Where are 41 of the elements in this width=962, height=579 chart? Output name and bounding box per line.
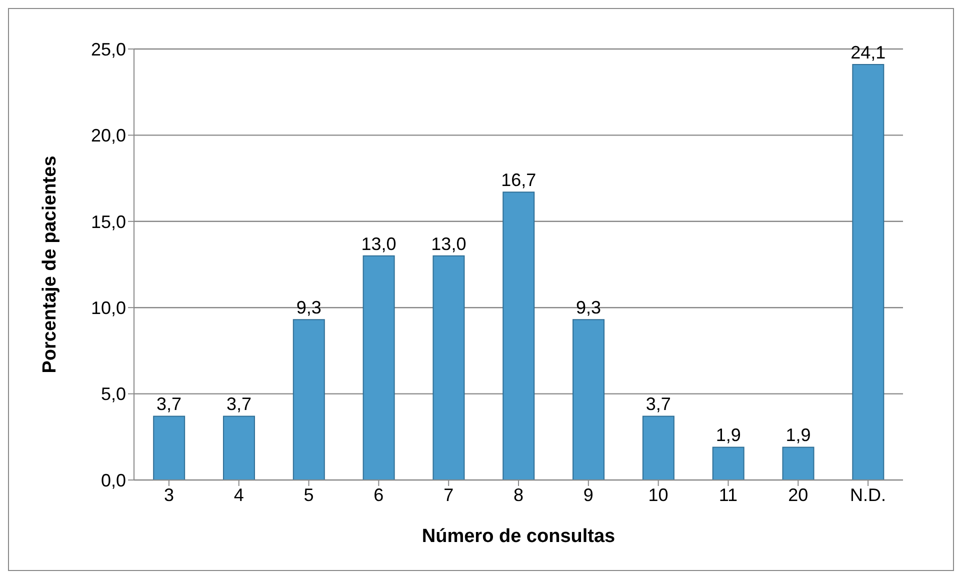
y-tick-label: 20,0 [90,126,126,146]
data-label: 1,9 [716,425,741,446]
bar [782,446,814,480]
data-label: 13,0 [361,234,396,254]
x-tick-label: 20 [788,484,808,505]
data-label: 3,7 [226,394,252,414]
data-label: 9,3 [576,298,602,318]
y-tick-label: 5,0 [100,384,126,404]
x-tick-label: 4 [234,484,244,505]
x-tick-label: 11 [718,484,738,505]
x-tick-label: 8 [513,484,524,505]
data-label: 3,7 [156,394,182,414]
y-tick-label: 0,0 [100,470,126,490]
x-tick-label: 3 [164,484,174,505]
data-label: 16,7 [501,170,536,190]
bar [712,446,744,480]
data-label: 24,1 [850,42,886,63]
x-tick-label: N.D. [850,484,886,505]
data-label: 3,7 [646,394,671,414]
bar [572,319,605,480]
x-tick-label: 9 [583,484,594,505]
data-label: 9,3 [296,298,322,318]
data-label: 13,0 [431,234,466,254]
y-tick-label: 10,0 [90,298,126,318]
bar [362,255,395,480]
bar [852,64,884,480]
bar [153,416,186,480]
x-axis-title: Número de consultas [422,526,616,547]
y-tick-label: 15,0 [90,212,126,232]
y-axis-title: Porcentaje de pacientes [40,156,61,374]
bar [222,416,255,480]
x-tick-label: 10 [648,484,668,505]
y-tick-label: 25,0 [90,39,126,60]
bar [502,192,535,480]
data-label: 1,9 [786,425,811,446]
x-tick-label: 6 [374,484,384,505]
bar [432,255,465,480]
bar [292,319,325,480]
bar [642,416,674,480]
x-tick-label: 7 [444,484,454,505]
x-tick-label: 5 [304,484,314,505]
